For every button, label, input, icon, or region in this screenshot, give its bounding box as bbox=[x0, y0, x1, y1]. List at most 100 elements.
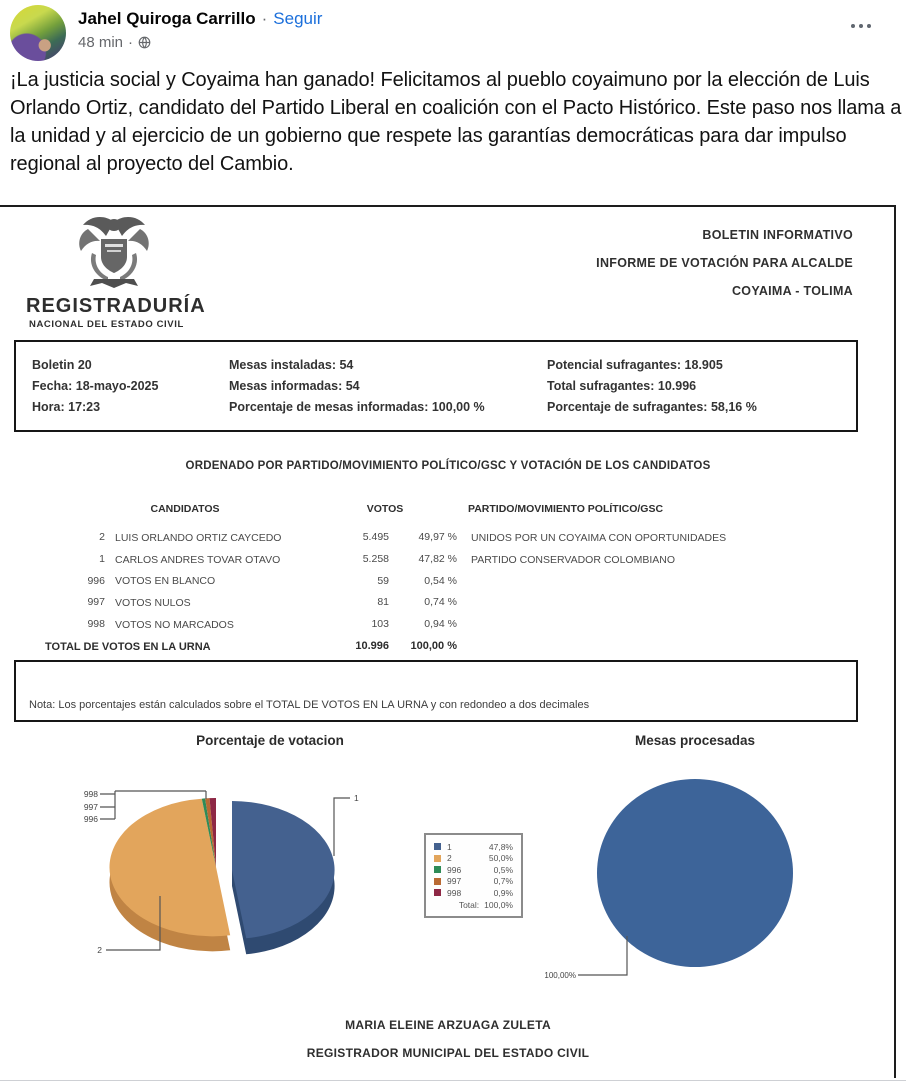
pie-slice-997 bbox=[205, 798, 216, 867]
row-party: UNIDOS POR UN COYAIMA CON OPORTUNIDADES bbox=[471, 531, 727, 544]
callout-998: 998 bbox=[84, 789, 98, 799]
row-pct: 47,82 % bbox=[418, 552, 457, 565]
col-header-votes: VOTOS bbox=[366, 503, 404, 515]
summary-date: Fecha: 18-mayo-2025 bbox=[32, 378, 159, 393]
legend-value: 0,7% bbox=[493, 876, 513, 887]
row-num: 2 bbox=[99, 531, 105, 543]
legend-swatch bbox=[434, 877, 441, 885]
total-label: TOTAL DE VOTOS EN LA URNA bbox=[45, 640, 211, 653]
pie-tables-title: Mesas procesadas bbox=[634, 733, 756, 748]
pie-votes-title: Porcentaje de votacion bbox=[196, 733, 344, 748]
timestamp[interactable]: 48 min bbox=[78, 34, 124, 51]
row-pct: 49,97 % bbox=[418, 531, 457, 543]
legend-label: 997 bbox=[447, 876, 462, 887]
row-num: 997 bbox=[87, 596, 105, 609]
total-pct: 100,00 % bbox=[410, 639, 457, 652]
registrar-title: REGISTRADOR MUNICIPAL DEL ESTADO CIVIL bbox=[306, 1046, 590, 1060]
legend-value: 47,8% bbox=[488, 841, 513, 852]
summary-bulletin: Boletin 20 bbox=[32, 357, 92, 372]
org-name: REGISTRADURÍA bbox=[26, 295, 206, 317]
row-num: 1 bbox=[99, 552, 105, 565]
pie-slice-998 bbox=[209, 797, 216, 867]
note-box: Nota: Los porcentajes están calculados s… bbox=[14, 660, 858, 722]
callout-996: 996 bbox=[84, 814, 98, 824]
legend-label: 998 bbox=[447, 887, 462, 898]
row-candidate: VOTOS EN BLANCO bbox=[115, 575, 216, 588]
callout-997: 997 bbox=[84, 802, 98, 812]
legend-total-label: Total: bbox=[458, 899, 480, 910]
pie-slice-100 bbox=[597, 779, 793, 967]
avatar[interactable] bbox=[10, 5, 66, 61]
header-separator: · bbox=[261, 9, 268, 28]
post-text: ¡La justicia social y Coyaima han ganado… bbox=[10, 69, 902, 175]
legend-total-value: 100,0% bbox=[484, 899, 513, 910]
col-header-candidates: CANDIDATOS bbox=[150, 503, 220, 515]
summary-total-voters: Total sufragantes: 10.996 bbox=[547, 378, 697, 393]
row-candidate: VOTOS NULOS bbox=[115, 597, 191, 610]
row-pct: 0,74 % bbox=[424, 596, 457, 609]
legend-swatch bbox=[434, 843, 441, 851]
row-candidate: CARLOS ANDRES TOVAR OTAVO bbox=[115, 553, 281, 566]
callout-2: 2 bbox=[97, 945, 102, 955]
post-header: Jahel Quiroga Carrillo · Seguir bbox=[78, 9, 322, 29]
tables-pie-chart: 100,00% bbox=[544, 779, 793, 980]
pie-legend: 1 47,8% 2 50,0% 996 0,5% 997 0,7% 998 0,… bbox=[424, 833, 523, 918]
row-votes: 103 bbox=[371, 618, 389, 631]
col-header-party: PARTIDO/MOVIMIENTO POLÍTICO/GSC bbox=[468, 503, 664, 515]
summary-tables-installed: Mesas instaladas: 54 bbox=[229, 357, 354, 372]
note-text: Nota: Los porcentajes están calculados s… bbox=[29, 699, 590, 711]
legend-swatch bbox=[434, 866, 441, 874]
row-votes: 5.258 bbox=[362, 552, 389, 565]
row-num: 996 bbox=[87, 574, 105, 587]
summary-voters-pct: Porcentaje de sufragantes: 58,16 % bbox=[547, 400, 757, 415]
callout-1: 1 bbox=[354, 793, 359, 803]
total-votes: 10.996 bbox=[355, 639, 389, 652]
bulletin-header: BOLETIN INFORMATIVO INFORME DE VOTACIÓN … bbox=[596, 221, 853, 305]
bulletin-image[interactable]: REGISTRADURÍA NACIONAL DEL ESTADO CIVIL … bbox=[0, 205, 896, 1078]
summary-tables-pct: Porcentaje de mesas informadas: 100,00 % bbox=[229, 400, 485, 415]
post-menu-icon[interactable] bbox=[844, 14, 878, 38]
row-pct: 0,54 % bbox=[424, 574, 457, 587]
legend-swatch bbox=[434, 889, 441, 897]
post-meta: 48 min · bbox=[78, 34, 151, 51]
row-votes: 81 bbox=[377, 596, 389, 609]
row-party bbox=[465, 571, 874, 593]
summary-tables-reported: Mesas informadas: 54 bbox=[229, 378, 360, 393]
author-name[interactable]: Jahel Quiroga Carrillo bbox=[78, 9, 256, 28]
globe-icon bbox=[138, 36, 151, 49]
org-subtitle: NACIONAL DEL ESTADO CIVIL bbox=[29, 319, 184, 330]
registraduria-logo bbox=[79, 216, 149, 288]
row-votes: 59 bbox=[377, 574, 389, 587]
summary-box: Boletin 20 Mesas instaladas: 54 Potencia… bbox=[14, 340, 858, 432]
row-votes: 5.495 bbox=[362, 531, 389, 543]
pie-slice-1 bbox=[232, 801, 335, 939]
pie-slice-996 bbox=[201, 798, 216, 867]
bulletin-header-line1: BOLETIN INFORMATIVO bbox=[702, 228, 853, 242]
pie-slice-2 bbox=[109, 798, 231, 937]
legend-label: 2 bbox=[447, 853, 452, 864]
bulletin-header-line3: COYAIMA - TOLIMA bbox=[731, 284, 853, 298]
summary-potential: Potencial sufragantes: 18.905 bbox=[547, 357, 723, 372]
row-party bbox=[465, 592, 874, 614]
legend-label: 1 bbox=[447, 841, 452, 852]
row-num: 998 bbox=[87, 618, 105, 631]
legend-swatch bbox=[434, 854, 441, 862]
legend-value: 0,5% bbox=[493, 864, 513, 875]
bulletin-header-line2: INFORME DE VOTACIÓN PARA ALCALDE bbox=[596, 256, 853, 270]
row-pct: 0,94 % bbox=[424, 618, 457, 631]
post-divider bbox=[0, 1080, 906, 1081]
section-title: ORDENADO POR PARTIDO/MOVIMIENTO POLÍTICO… bbox=[185, 460, 711, 472]
row-candidate: VOTOS NO MARCADOS bbox=[115, 619, 234, 632]
votes-table: 2 LUIS ORLANDO ORTIZ CAYCEDO 5.495 49,97… bbox=[14, 527, 874, 658]
legend-value: 0,9% bbox=[493, 887, 513, 898]
legend-value: 50,0% bbox=[488, 853, 513, 864]
row-party: PARTIDO CONSERVADOR COLOMBIANO bbox=[471, 553, 676, 566]
row-party bbox=[465, 614, 874, 636]
votes-pie-chart: 998 997 996 1 2 bbox=[84, 789, 359, 955]
follow-link[interactable]: Seguir bbox=[273, 9, 323, 28]
registrar-name: MARIA ELEINE ARZUAGA ZULETA bbox=[345, 1018, 551, 1032]
legend-label: 996 bbox=[447, 864, 462, 875]
row-candidate: LUIS ORLANDO ORTIZ CAYCEDO bbox=[115, 531, 282, 544]
summary-time: Hora: 17:23 bbox=[32, 400, 101, 415]
